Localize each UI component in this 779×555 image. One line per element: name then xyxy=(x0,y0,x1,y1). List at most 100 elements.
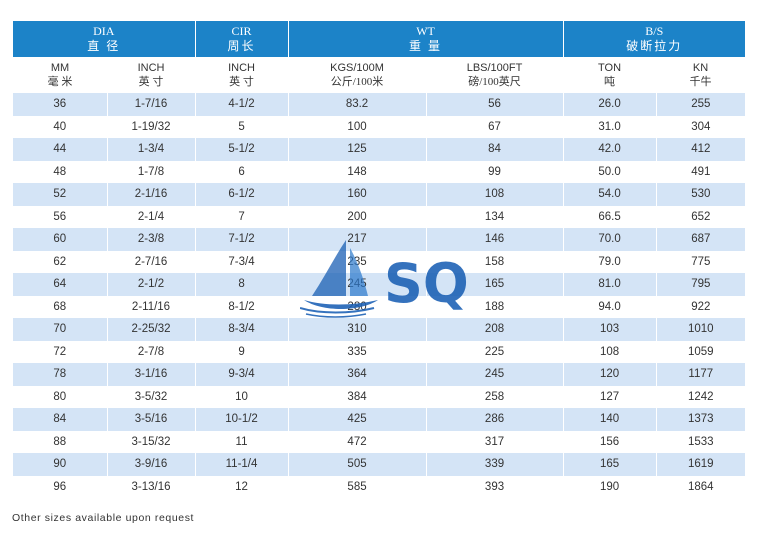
subheader-cell: MM 毫 米 xyxy=(13,57,107,93)
header-dia: DIA 直 径 xyxy=(13,21,196,57)
table-cell: 165 xyxy=(562,453,657,476)
header-bs-en: B/S xyxy=(645,24,664,38)
table-cell: 10 xyxy=(194,385,289,408)
table-cell: 280 xyxy=(287,295,427,318)
table-cell: 80 xyxy=(13,385,107,408)
table-cell: 125 xyxy=(287,138,427,161)
table-cell: 2-7/8 xyxy=(106,340,196,363)
table-cell: 72 xyxy=(13,340,107,363)
table-row: 68 2-11/16 8-1/2 280 188 94.0 922 xyxy=(13,295,746,318)
table-cell: 2-1/4 xyxy=(106,205,196,228)
subheader-unit-zh: 千牛 xyxy=(689,76,712,88)
table-cell: 36 xyxy=(13,93,107,116)
table-cell: 81.0 xyxy=(562,273,657,296)
table-cell: 140 xyxy=(562,408,657,431)
table-cell: 188 xyxy=(425,295,564,318)
table-cell: 31.0 xyxy=(562,115,657,138)
table-cell: 393 xyxy=(425,475,564,498)
subheader-cell: INCH 英 寸 xyxy=(195,57,289,93)
table-cell: 12 xyxy=(194,475,289,498)
table-row: 56 2-1/4 7 200 134 66.5 652 xyxy=(13,205,746,228)
table-cell: 66.5 xyxy=(562,205,657,228)
table-cell: 922 xyxy=(655,295,746,318)
table-cell: 1533 xyxy=(655,430,746,453)
table-cell: 795 xyxy=(655,273,746,296)
header-dia-en: DIA xyxy=(93,24,115,38)
footnote: Other sizes available upon request xyxy=(12,512,195,524)
table-row: 80 3-5/32 10 384 258 127 1242 xyxy=(13,385,746,408)
table-cell: 84 xyxy=(13,408,107,431)
table-cell: 2-11/16 xyxy=(106,295,196,318)
table-row: 64 2-1/2 8 245 165 81.0 795 xyxy=(13,273,746,296)
subheader-unit-zh: 磅/100英尺 xyxy=(468,76,521,88)
subheader-unit-zh: 公斤/100米 xyxy=(330,76,384,88)
header-cir-en: CIR xyxy=(231,24,252,38)
table-cell: 5-1/2 xyxy=(194,138,289,161)
table-row: 70 2-25/32 8-3/4 310 208 103 1010 xyxy=(13,318,746,341)
table-cell: 1177 xyxy=(655,363,746,386)
table-cell: 2-1/16 xyxy=(106,183,196,206)
table-cell: 99 xyxy=(425,160,564,183)
subheader-unit: MM xyxy=(50,62,70,74)
subheader-unit-zh: 毫 米 xyxy=(47,76,73,88)
table-cell: 304 xyxy=(655,115,746,138)
table-cell: 245 xyxy=(425,363,564,386)
subheader-unit: TON xyxy=(598,62,622,74)
table-cell: 585 xyxy=(287,475,427,498)
table-cell: 384 xyxy=(287,385,427,408)
table-cell: 3-9/16 xyxy=(106,453,196,476)
table-row: 60 2-3/8 7-1/2 217 146 70.0 687 xyxy=(13,228,746,251)
table-cell: 1864 xyxy=(655,475,746,498)
table-cell: 310 xyxy=(287,318,427,341)
table-cell: 160 xyxy=(287,183,427,206)
subheader-unit: LBS/100FT xyxy=(466,62,523,74)
rope-spec-table: DIA 直 径 CIR 周长 WT 重 量 B/S 破断拉力 MM 毫 米 INCH… xyxy=(13,21,746,498)
table-cell: 8-3/4 xyxy=(194,318,289,341)
table-cell: 235 xyxy=(287,250,427,273)
table-cell: 190 xyxy=(562,475,657,498)
table-cell: 165 xyxy=(425,273,564,296)
table-cell: 84 xyxy=(425,138,564,161)
table-cell: 3-1/16 xyxy=(106,363,196,386)
table-cell: 1-3/4 xyxy=(106,138,196,161)
table-cell: 339 xyxy=(425,453,564,476)
table-cell: 491 xyxy=(655,160,746,183)
table-cell: 1010 xyxy=(655,318,746,341)
table-cell: 687 xyxy=(655,228,746,251)
subheader-cell: LBS/100FT 磅/100英尺 xyxy=(426,57,564,93)
table-cell: 70 xyxy=(13,318,107,341)
table-cell: 96 xyxy=(13,475,107,498)
table-cell: 3-15/32 xyxy=(106,430,196,453)
table-cell: 108 xyxy=(425,183,564,206)
table-cell: 11-1/4 xyxy=(194,453,289,476)
table-cell: 148 xyxy=(287,160,427,183)
table-cell: 60 xyxy=(13,228,107,251)
table-cell: 6-1/2 xyxy=(194,183,289,206)
table-cell: 9-3/4 xyxy=(194,363,289,386)
table-cell: 3-13/16 xyxy=(106,475,196,498)
table-cell: 364 xyxy=(287,363,427,386)
table-cell: 83.2 xyxy=(287,93,427,116)
header-group-row: DIA 直 径 CIR 周长 WT 重 量 B/S 破断拉力 xyxy=(13,21,746,57)
table-cell: 530 xyxy=(655,183,746,206)
table-cell: 54.0 xyxy=(562,183,657,206)
table-row: 84 3-5/16 10-1/2 425 286 140 1373 xyxy=(13,408,746,431)
table-cell: 94.0 xyxy=(562,295,657,318)
table-cell: 200 xyxy=(287,205,427,228)
table-cell: 1242 xyxy=(655,385,746,408)
table-cell: 2-25/32 xyxy=(106,318,196,341)
table-row: 62 2-7/16 7-3/4 235 158 79.0 775 xyxy=(13,250,746,273)
subheader-unit: INCH xyxy=(137,62,165,74)
table-cell: 1-7/16 xyxy=(106,93,196,116)
header-bs: B/S 破断拉力 xyxy=(563,21,746,57)
table-row: 40 1-19/32 5 100 67 31.0 304 xyxy=(13,115,746,138)
table-row: 52 2-1/16 6-1/2 160 108 54.0 530 xyxy=(13,183,746,206)
table-row: 78 3-1/16 9-3/4 364 245 120 1177 xyxy=(13,363,746,386)
table-cell: 156 xyxy=(562,430,657,453)
table-cell: 127 xyxy=(562,385,657,408)
table-row: 36 1-7/16 4-1/2 83.2 56 26.0 255 xyxy=(13,93,746,116)
table-body: 36 1-7/16 4-1/2 83.2 56 26.0 255 40 1-19/32 5 100 6… xyxy=(13,93,746,498)
table-cell: 5 xyxy=(194,115,289,138)
table-cell: 1619 xyxy=(655,453,746,476)
table-cell: 90 xyxy=(13,453,107,476)
